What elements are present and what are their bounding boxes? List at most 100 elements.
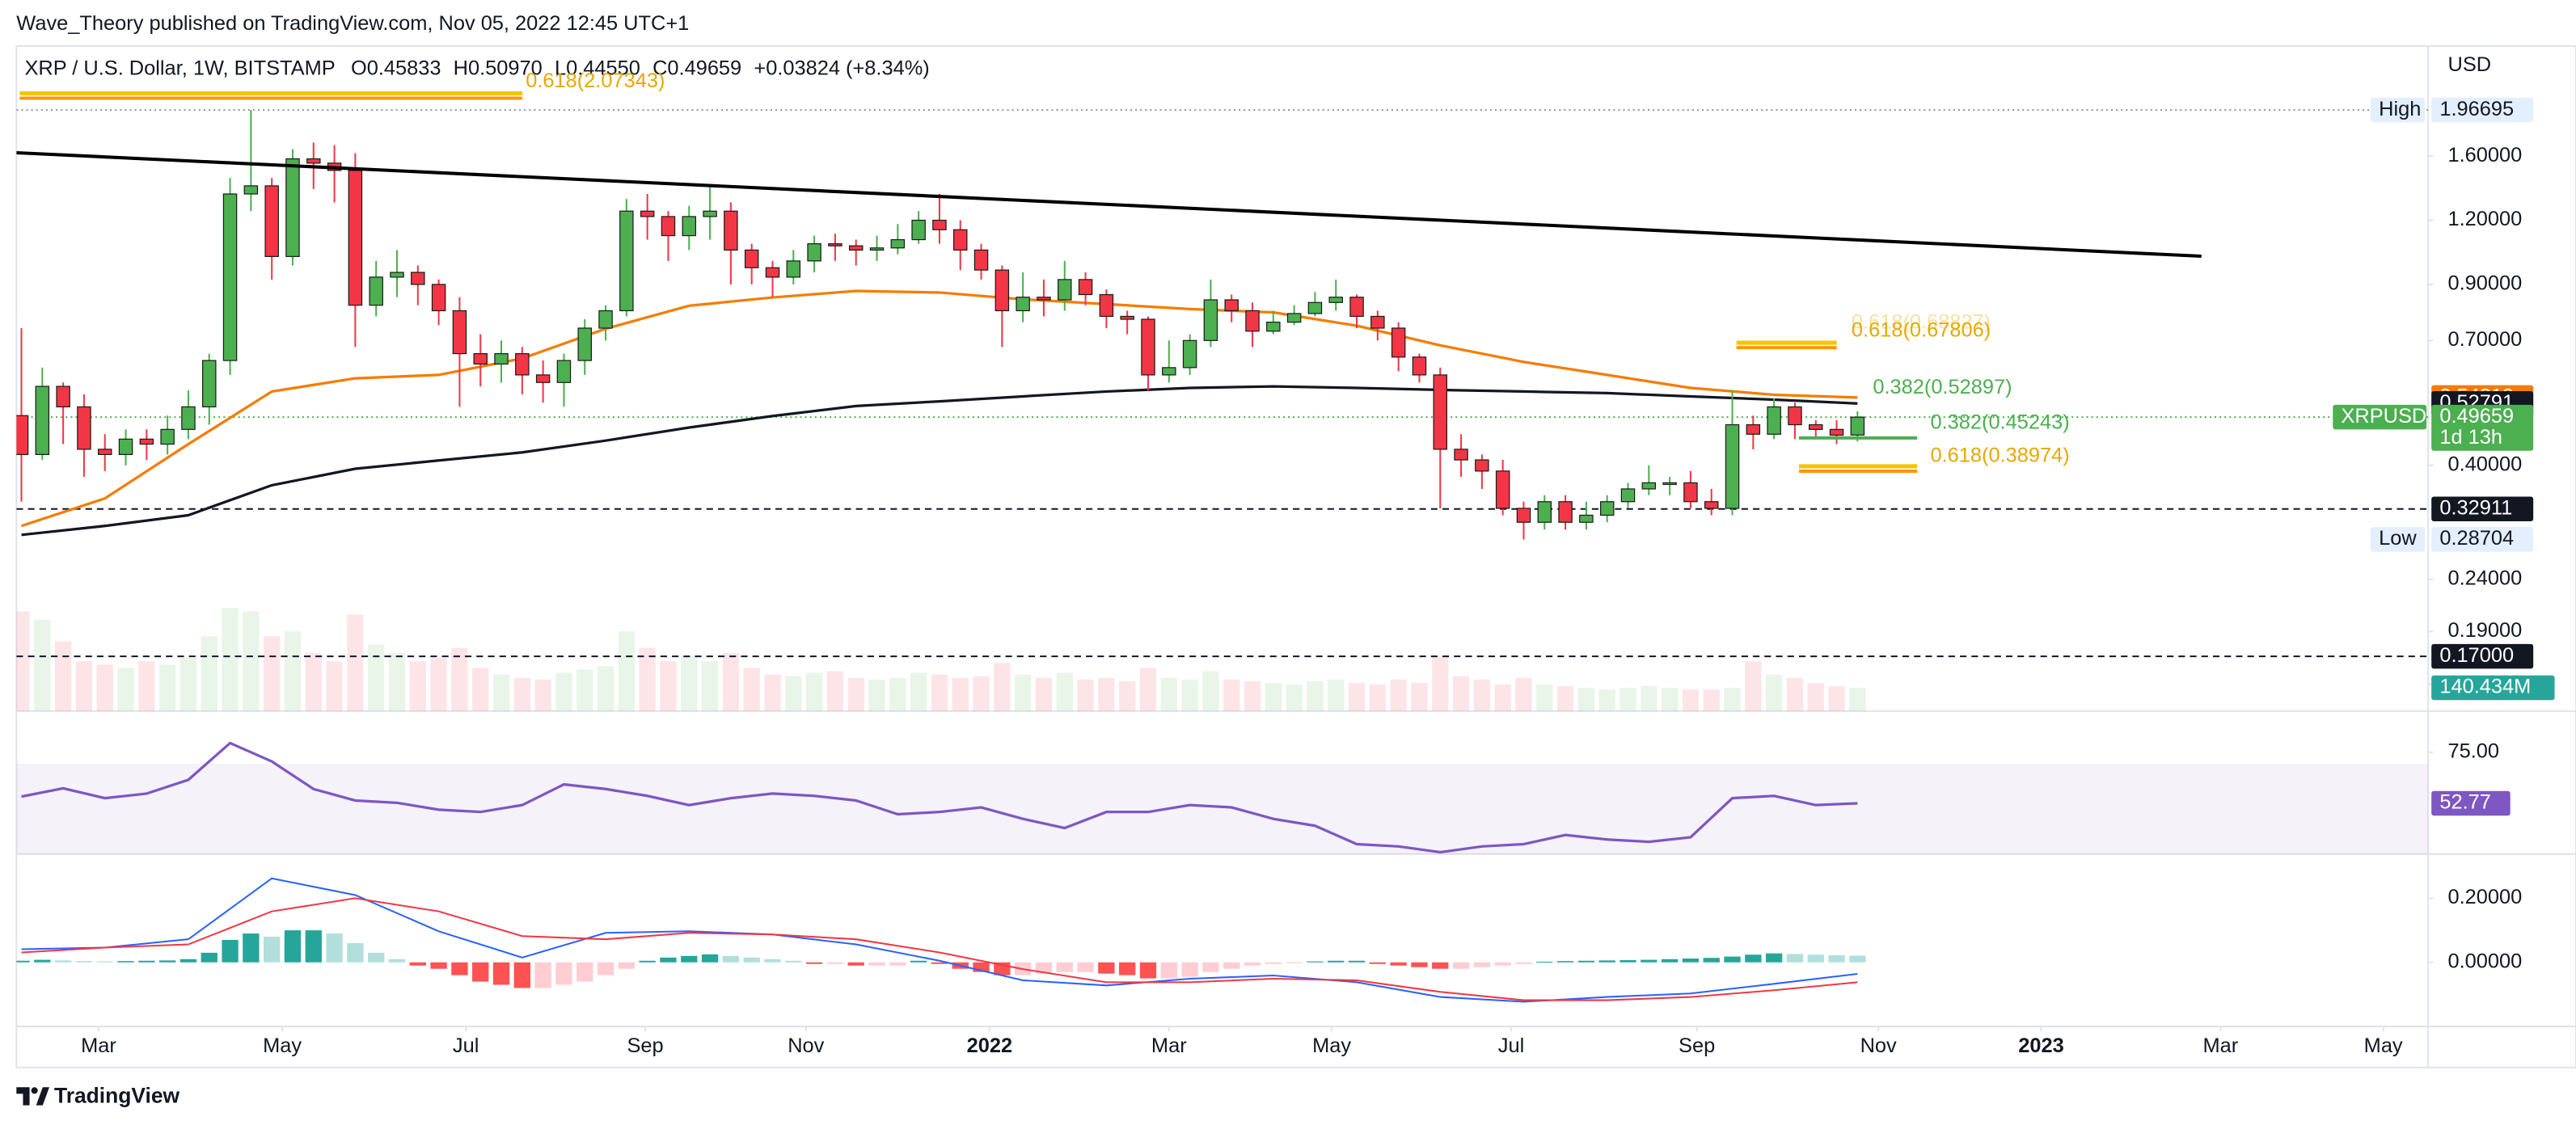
volume-bar: [722, 652, 740, 711]
macd-histogram-bar: [472, 962, 489, 982]
volume-bar: [264, 636, 281, 711]
macd-histogram-bar: [305, 930, 322, 963]
volume-bar: [764, 674, 781, 711]
volume-bar: [1328, 679, 1345, 711]
volume-bar: [785, 676, 802, 711]
candle-body: [932, 219, 947, 230]
volume-bar: [1828, 686, 1845, 711]
volume-bar: [555, 672, 572, 711]
candle-body: [56, 386, 70, 408]
candle-body: [1203, 299, 1218, 341]
x-tick-label: 2022: [967, 1034, 1012, 1057]
volume-bar: [1473, 679, 1491, 711]
macd-histogram-bar: [284, 930, 302, 963]
volume-bar: [1620, 688, 1636, 711]
candle-body: [598, 310, 613, 329]
candle-body: [1141, 318, 1155, 376]
macd-histogram-bar: [826, 962, 844, 964]
macd-histogram-bar: [1265, 962, 1282, 964]
y-tick-label: 0.00000: [2448, 950, 2523, 972]
volume-bar: [1181, 679, 1198, 711]
volume-bar: [201, 636, 217, 711]
candle-body: [1182, 339, 1197, 369]
macd-histogram-bar: [1577, 960, 1595, 963]
fib-label: 0.382(0.45243): [1930, 411, 2069, 433]
volume-bar: [1035, 677, 1053, 711]
candle-body: [1078, 279, 1093, 296]
y-tick-label: 0.40000: [2448, 453, 2523, 476]
low-name: Low: [2379, 527, 2417, 550]
macd-histogram-bar: [1452, 962, 1470, 969]
candle-body: [1725, 423, 1740, 509]
price-tag-box: [2431, 404, 2534, 451]
main-pane: [16, 109, 2429, 711]
candle-body: [619, 210, 634, 312]
volume-bar: [1849, 688, 1866, 711]
candle-body: [724, 210, 738, 251]
volume-bar: [409, 661, 426, 711]
macd-histogram-bar: [1598, 960, 1615, 963]
volume-bar: [1160, 677, 1177, 711]
x-tick-label: 2023: [2018, 1034, 2063, 1057]
candle-body: [515, 352, 530, 376]
macd-histogram-bar: [1348, 960, 1366, 963]
macd-histogram-bar: [201, 952, 217, 963]
fib-label: 0.618(0.67806): [1852, 319, 1991, 342]
candle-body: [16, 415, 29, 456]
y-tick-label: 0.70000: [2448, 328, 2523, 351]
volume-bar: [117, 668, 134, 711]
volume-bar: [1202, 671, 1219, 711]
volume-bar: [1515, 677, 1532, 711]
macd-line: [21, 897, 1858, 1001]
macd-histogram-bar: [179, 959, 197, 963]
candle-body: [160, 428, 175, 445]
macd-histogram-bar: [1390, 962, 1407, 966]
macd-histogram-bar: [1432, 962, 1449, 969]
macd-histogram-bar: [1077, 962, 1094, 972]
level-tag: 0.17000: [2439, 644, 2514, 667]
moving-average: [21, 385, 1858, 537]
candle-body: [1058, 279, 1072, 301]
candle-body: [535, 374, 551, 383]
volume-tag-box: [2431, 675, 2555, 701]
candle-body: [202, 360, 217, 408]
macd-histogram-bar: [1369, 962, 1387, 964]
macd-histogram-bar: [764, 959, 781, 963]
candle-body: [828, 242, 842, 246]
macd-histogram-bar: [138, 960, 155, 963]
volume-bar: [1286, 684, 1303, 711]
volume-bar: [1577, 688, 1595, 711]
candle-body: [1016, 297, 1030, 312]
volume-bar: [1411, 682, 1428, 711]
volume-bar: [1077, 679, 1094, 711]
fib-label: 0.618(0.38974): [1930, 444, 2069, 466]
macd-histogram-bar: [264, 937, 281, 963]
macd-histogram-bar: [743, 957, 760, 963]
volume-bar: [1765, 674, 1783, 711]
macd-histogram-bar: [681, 955, 698, 963]
candle-body: [1662, 482, 1677, 486]
candle-body: [452, 310, 467, 355]
candle-body: [911, 219, 926, 241]
volume-bar: [660, 661, 677, 711]
volume-bar: [1348, 682, 1366, 711]
candle-body: [1746, 423, 1761, 435]
rsi-tag: 52.77: [2439, 791, 2491, 814]
volume-bar: [910, 672, 927, 711]
macd-histogram-bar: [34, 959, 51, 963]
volume-bar: [534, 679, 551, 711]
macd-histogram-bar: [1536, 961, 1553, 963]
candle-body: [77, 406, 91, 450]
volume-bar: [1661, 688, 1679, 711]
candle-body: [1286, 313, 1302, 323]
low-value: 0.28704: [2439, 527, 2514, 550]
candle-body: [556, 360, 572, 383]
axes: Mar May Jul Sep Nov 2022 Mar May Jul Sep Nov 2023 Ma…: [81, 97, 2555, 1057]
candle-body: [1037, 297, 1051, 301]
high-name-box: [2371, 97, 2426, 123]
low: L0.44550: [555, 57, 640, 79]
volume-bar: [1014, 674, 1032, 711]
volume-bar: [1536, 684, 1553, 711]
macd-histogram-bar: [409, 962, 426, 966]
volume-bar: [597, 666, 614, 711]
